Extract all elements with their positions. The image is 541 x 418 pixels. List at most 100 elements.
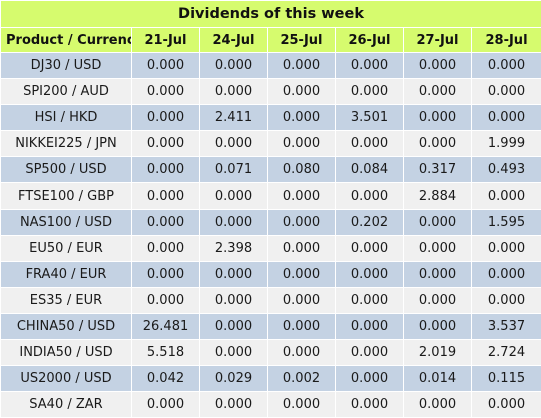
- dividend-value-cell: 0.000: [404, 53, 472, 79]
- dividend-value-cell: 0.000: [200, 287, 268, 313]
- dividend-value-cell: 2.019: [404, 340, 472, 366]
- header-day: 26-Jul: [336, 28, 404, 53]
- dividend-value-cell: 0.000: [268, 340, 336, 366]
- dividend-value-cell: 0.000: [268, 105, 336, 131]
- dividend-value-cell: 0.000: [132, 287, 200, 313]
- dividend-value-cell: 0.000: [132, 53, 200, 79]
- header-row: Product / Currency 21-Jul 24-Jul 25-Jul …: [1, 28, 541, 53]
- dividend-value-cell: 0.000: [268, 392, 336, 418]
- dividend-value-cell: 0.000: [200, 131, 268, 157]
- dividend-value-cell: 0.000: [472, 183, 541, 209]
- dividend-value-cell: 0.000: [336, 79, 404, 105]
- dividend-value-cell: 0.000: [268, 261, 336, 287]
- dividend-value-cell: 0.000: [132, 392, 200, 418]
- dividend-value-cell: 3.501: [336, 105, 404, 131]
- dividend-value-cell: 0.000: [132, 235, 200, 261]
- dividend-value-cell: 0.000: [336, 392, 404, 418]
- dividend-value-cell: 0.000: [404, 287, 472, 313]
- dividend-value-cell: 0.000: [472, 287, 541, 313]
- dividend-value-cell: 2.398: [200, 235, 268, 261]
- dividend-value-cell: 0.000: [336, 340, 404, 366]
- product-cell: SPI200 / AUD: [1, 79, 132, 105]
- dividend-value-cell: 0.000: [404, 131, 472, 157]
- product-cell: NIKKEI225 / JPN: [1, 131, 132, 157]
- product-cell: FRA40 / EUR: [1, 261, 132, 287]
- dividend-value-cell: 0.000: [336, 131, 404, 157]
- dividend-value-cell: 0.000: [200, 209, 268, 235]
- dividend-value-cell: 0.493: [472, 157, 541, 183]
- dividend-value-cell: 0.000: [404, 105, 472, 131]
- product-cell: NAS100 / USD: [1, 209, 132, 235]
- table-title: Dividends of this week: [1, 1, 541, 28]
- dividend-value-cell: 0.000: [472, 53, 541, 79]
- header-day: 21-Jul: [132, 28, 200, 53]
- dividend-value-cell: 0.000: [132, 105, 200, 131]
- dividend-value-cell: 0.000: [472, 79, 541, 105]
- product-cell: CHINA50 / USD: [1, 313, 132, 339]
- header-day: 24-Jul: [200, 28, 268, 53]
- product-cell: SA40 / ZAR: [1, 392, 132, 418]
- dividend-value-cell: 0.000: [268, 131, 336, 157]
- dividend-value-cell: 1.595: [472, 209, 541, 235]
- dividend-value-cell: 0.000: [132, 157, 200, 183]
- dividend-value-cell: 0.002: [268, 366, 336, 392]
- dividend-value-cell: 0.000: [472, 261, 541, 287]
- product-cell: EU50 / EUR: [1, 235, 132, 261]
- dividend-value-cell: 0.000: [200, 392, 268, 418]
- dividend-value-cell: 2.884: [404, 183, 472, 209]
- dividend-value-cell: 0.000: [404, 261, 472, 287]
- product-cell: INDIA50 / USD: [1, 340, 132, 366]
- dividend-value-cell: 0.000: [268, 79, 336, 105]
- dividend-value-cell: 2.411: [200, 105, 268, 131]
- dividend-value-cell: 0.000: [200, 79, 268, 105]
- product-cell: FTSE100 / GBP: [1, 183, 132, 209]
- dividend-value-cell: 0.000: [404, 235, 472, 261]
- dividend-value-cell: 0.317: [404, 157, 472, 183]
- header-day: 25-Jul: [268, 28, 336, 53]
- dividend-value-cell: 0.000: [132, 131, 200, 157]
- dividend-value-cell: 0.000: [472, 235, 541, 261]
- product-cell: SP500 / USD: [1, 157, 132, 183]
- dividend-value-cell: 0.000: [200, 313, 268, 339]
- dividend-value-cell: 0.000: [200, 53, 268, 79]
- dividend-value-cell: 0.000: [268, 313, 336, 339]
- dividend-value-cell: 0.115: [472, 366, 541, 392]
- dividend-value-cell: 0.000: [336, 366, 404, 392]
- header-product: Product / Currency: [1, 28, 132, 53]
- dividend-value-cell: 0.000: [336, 287, 404, 313]
- dividend-value-cell: 5.518: [132, 340, 200, 366]
- dividend-value-cell: 26.481: [132, 313, 200, 339]
- dividend-value-cell: 0.000: [132, 183, 200, 209]
- dividend-value-cell: 0.000: [268, 183, 336, 209]
- dividend-value-cell: 0.000: [404, 79, 472, 105]
- dividend-value-cell: 0.080: [268, 157, 336, 183]
- dividend-value-cell: 0.000: [268, 235, 336, 261]
- header-day: 28-Jul: [472, 28, 541, 53]
- dividend-value-cell: 0.202: [336, 209, 404, 235]
- dividend-value-cell: 0.000: [268, 209, 336, 235]
- dividend-value-cell: 0.000: [200, 340, 268, 366]
- product-cell: US2000 / USD: [1, 366, 132, 392]
- dividend-value-cell: 0.000: [404, 313, 472, 339]
- dividend-value-cell: 0.000: [336, 261, 404, 287]
- dividend-value-cell: 0.000: [472, 105, 541, 131]
- dividend-value-cell: 0.071: [200, 157, 268, 183]
- dividend-value-cell: 0.000: [404, 209, 472, 235]
- dividend-value-cell: 3.537: [472, 313, 541, 339]
- dividend-value-cell: 0.000: [404, 392, 472, 418]
- dividend-value-cell: 0.000: [200, 261, 268, 287]
- dividend-value-cell: 0.042: [132, 366, 200, 392]
- header-day: 27-Jul: [404, 28, 472, 53]
